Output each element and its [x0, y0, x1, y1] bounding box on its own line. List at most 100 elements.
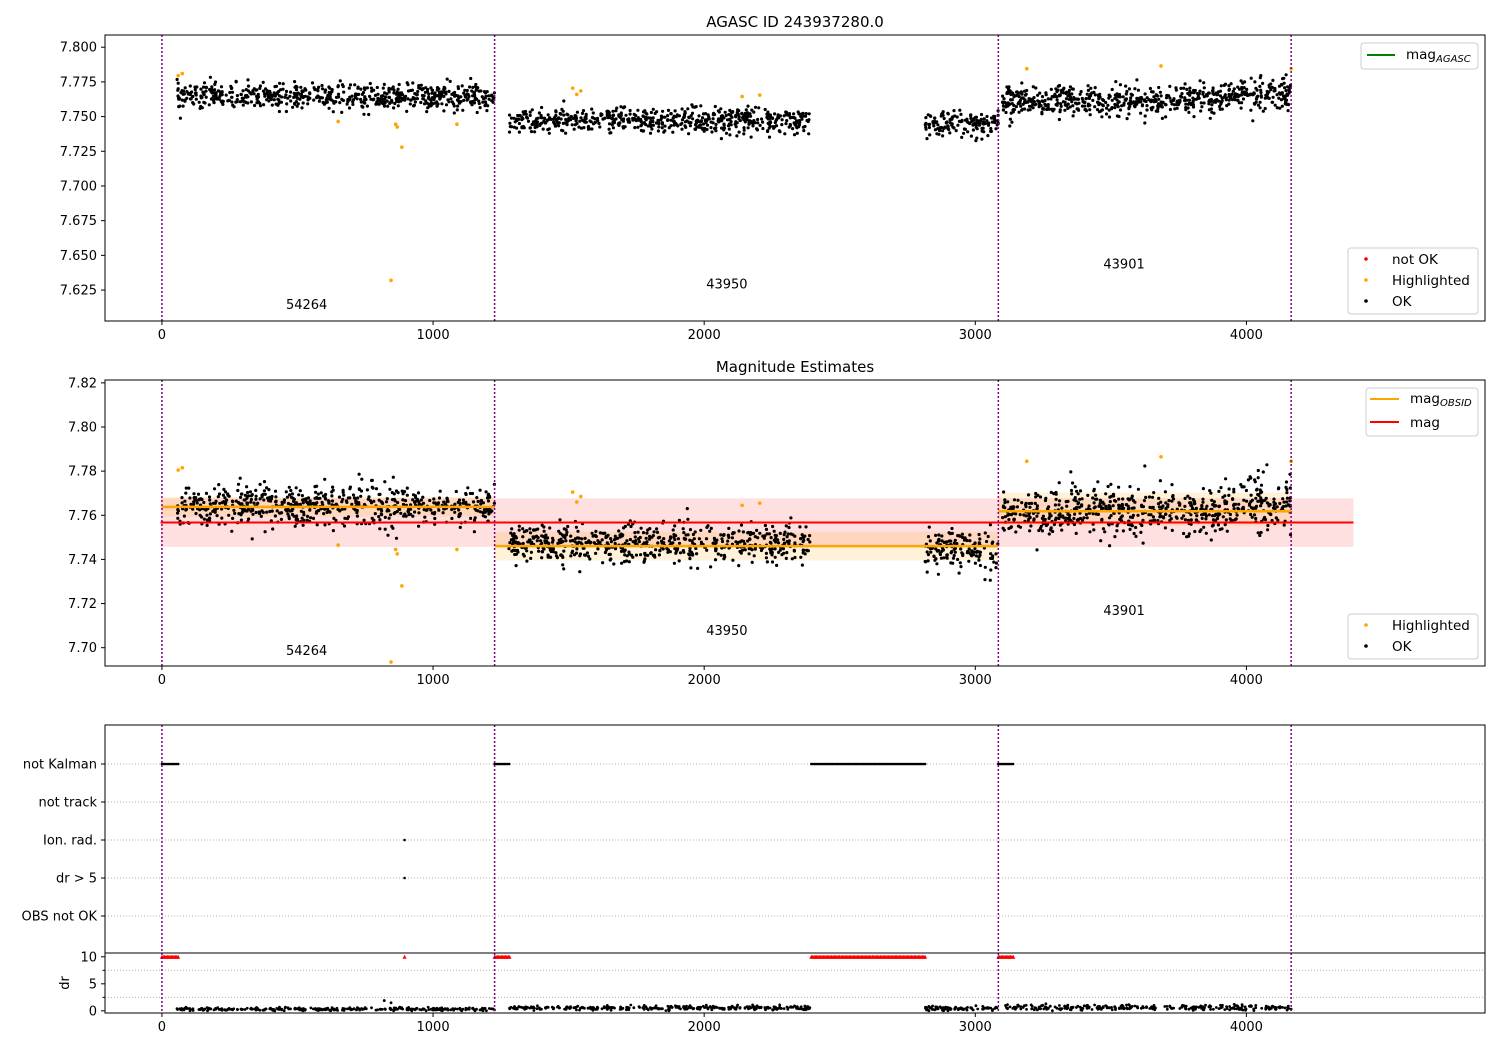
- legend-box: [1347, 613, 1479, 660]
- ok-point: [450, 507, 454, 512]
- ok-point: [340, 97, 344, 101]
- ok-point: [360, 477, 364, 481]
- ok-point: [1136, 88, 1140, 92]
- ok-point: [1198, 79, 1202, 83]
- ok-point: [756, 536, 760, 540]
- ok-point: [205, 523, 209, 528]
- ok-point: [793, 555, 797, 560]
- ok-point: [699, 540, 704, 544]
- ok-point: [1153, 518, 1157, 522]
- ok-point: [1001, 516, 1005, 520]
- ok-point: [748, 537, 752, 542]
- ok-point: [310, 502, 314, 506]
- ok-point: [577, 125, 581, 129]
- mag-obsid-legend-label: magOBSID: [1410, 391, 1472, 409]
- ok-point: [1248, 475, 1252, 479]
- ok-point: [1025, 88, 1029, 93]
- ok-point: [682, 531, 686, 535]
- ok-point: [233, 511, 237, 515]
- ok-point: [635, 542, 639, 546]
- ok-point: [212, 487, 217, 491]
- ok-point: [285, 102, 289, 106]
- ok-point: [382, 82, 386, 86]
- ok-point: [968, 539, 972, 543]
- dr-point: [600, 1007, 604, 1011]
- ok-point: [1249, 493, 1253, 497]
- ok-point: [274, 102, 278, 106]
- ok-point: [1027, 104, 1032, 108]
- ok-point: [291, 496, 295, 500]
- ok-point: [773, 555, 777, 559]
- ok-point: [746, 531, 750, 535]
- ok-point: [208, 512, 212, 516]
- ok-point: [482, 508, 486, 512]
- dr-point: [349, 1008, 353, 1012]
- ok-point: [353, 94, 358, 98]
- ok-point: [639, 124, 643, 128]
- ok-point: [680, 107, 684, 111]
- ok-point: [1066, 106, 1070, 110]
- ok-point: [966, 120, 970, 124]
- ok-point: [671, 130, 675, 134]
- ok-point: [463, 93, 467, 98]
- ok-point: [803, 552, 807, 556]
- ok-point: [691, 532, 696, 537]
- ok-point: [1175, 516, 1179, 520]
- ok-point: [450, 100, 454, 104]
- ok-point: [442, 500, 446, 504]
- ok-point: [948, 121, 952, 125]
- ok-point: [1058, 499, 1062, 503]
- ok-point: [294, 501, 298, 505]
- ok-point: [516, 113, 520, 118]
- dr-point: [329, 1009, 333, 1013]
- ok-point: [396, 501, 400, 505]
- ok-point: [1267, 83, 1271, 87]
- ok-point: [706, 113, 710, 117]
- ok-point: [249, 500, 253, 504]
- ok-point: [716, 552, 720, 556]
- ok-point: [556, 117, 560, 121]
- ok-point: [468, 85, 472, 89]
- ok-point: [1254, 516, 1258, 521]
- ok-point: [654, 548, 658, 552]
- ok-point: [1175, 106, 1179, 110]
- ok-point: [603, 550, 608, 555]
- ok-point: [1002, 97, 1006, 101]
- ok-point: [1258, 84, 1262, 88]
- ok-point: [238, 512, 243, 516]
- ok-point: [1218, 89, 1223, 93]
- ok-point: [290, 492, 294, 496]
- ok-point: [566, 113, 570, 117]
- ok-point: [1156, 107, 1160, 111]
- ok-point: [1128, 527, 1132, 532]
- ok-point: [254, 497, 258, 501]
- ok-point: [1241, 97, 1246, 101]
- y-tick-label: 7.650: [60, 249, 97, 264]
- ok-point: [442, 109, 446, 113]
- ok-point: [1256, 499, 1260, 503]
- ok-point: [404, 94, 408, 98]
- ok-point: [195, 499, 199, 503]
- dr-point: [407, 1007, 411, 1011]
- ok-point: [1286, 85, 1290, 89]
- ok-point: [357, 487, 361, 491]
- ok-point: [620, 561, 624, 565]
- ok-point: [525, 116, 530, 120]
- ok-point: [461, 501, 465, 505]
- dr-point: [400, 1006, 404, 1010]
- ok-point: [330, 490, 334, 494]
- ok-point: [452, 104, 456, 108]
- ok-point: [798, 120, 802, 124]
- ok-point: [1029, 524, 1033, 528]
- ok-point: [1084, 512, 1088, 517]
- dr-point: [197, 1008, 201, 1011]
- ok-point: [1063, 516, 1067, 520]
- ok-point: [472, 101, 477, 105]
- ok-point: [521, 527, 525, 531]
- ok-point: [697, 537, 702, 541]
- ok-point: [288, 509, 292, 513]
- ok-point: [660, 539, 664, 543]
- ok-point: [347, 86, 351, 90]
- ok-point: [308, 500, 312, 504]
- ok-point: [220, 516, 224, 520]
